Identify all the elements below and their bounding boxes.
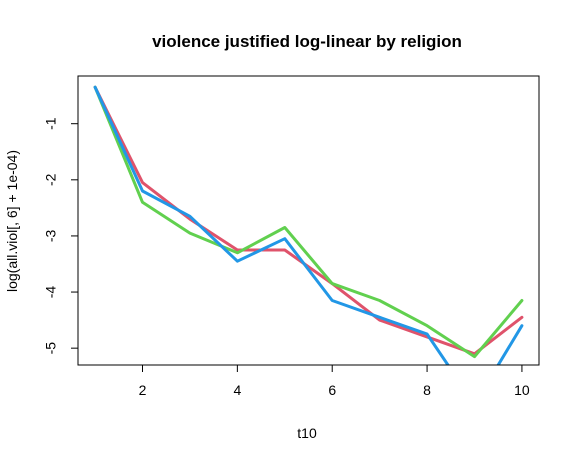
- y-axis-label: log(all.viol[, 6] + 1e-04): [4, 150, 20, 292]
- y-tick-label: -5: [43, 342, 59, 355]
- series-line-green: [93, 85, 524, 359]
- y-tick-label: -3: [43, 229, 59, 242]
- chart-title: violence justified log-linear by religio…: [152, 32, 462, 51]
- y-tick-label: -1: [43, 117, 59, 130]
- y-tick-label: -4: [43, 286, 59, 299]
- x-tick-label: 2: [139, 382, 147, 398]
- x-tick-label: 6: [328, 382, 336, 398]
- x-tick-label: 10: [514, 382, 530, 398]
- y-tick-label: -2: [43, 173, 59, 186]
- x-axis-label: t10: [297, 425, 317, 441]
- x-tick-label: 4: [233, 382, 241, 398]
- series-line-blue: [93, 85, 524, 365]
- x-tick-label: 8: [423, 382, 431, 398]
- series-line-red: [93, 85, 524, 356]
